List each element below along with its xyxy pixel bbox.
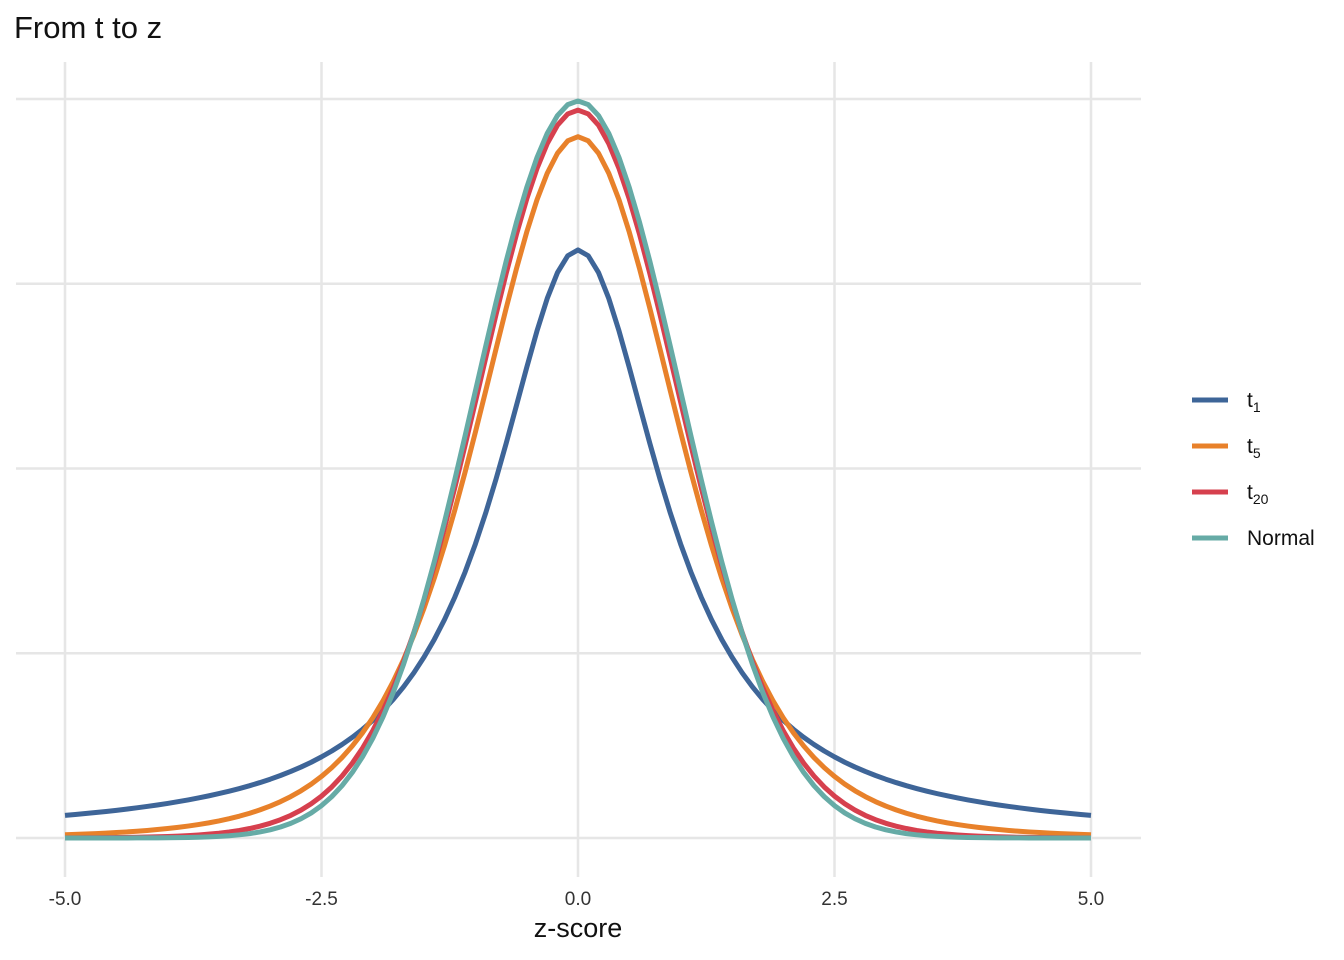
series-line-t20: [64, 107, 1092, 841]
x-tick-label: 5.0: [1078, 889, 1104, 910]
series-lines: [64, 98, 1092, 841]
series-line-t1: [64, 247, 1092, 818]
legend-label: t1: [1247, 389, 1261, 415]
chart-title: From t to z: [14, 10, 163, 45]
legend-label: t5: [1247, 435, 1261, 461]
series-line-normal: [65, 98, 1091, 841]
legend-label: Normal: [1247, 527, 1315, 550]
legend: t1 t5 t20 Normal: [1192, 389, 1315, 550]
grid: [16, 62, 1141, 877]
x-tick-label: -5.0: [49, 889, 82, 910]
series-line-t5: [64, 134, 1092, 838]
x-tick-labels: -5.0 -2.5 0.0 2.5 5.0: [49, 889, 1105, 910]
x-tick-label: 2.5: [821, 889, 847, 910]
x-axis-label: z-score: [533, 913, 623, 943]
x-tick-label: 0.0: [565, 889, 591, 910]
x-tick-label: -2.5: [305, 889, 338, 910]
legend-label: t20: [1247, 481, 1269, 507]
